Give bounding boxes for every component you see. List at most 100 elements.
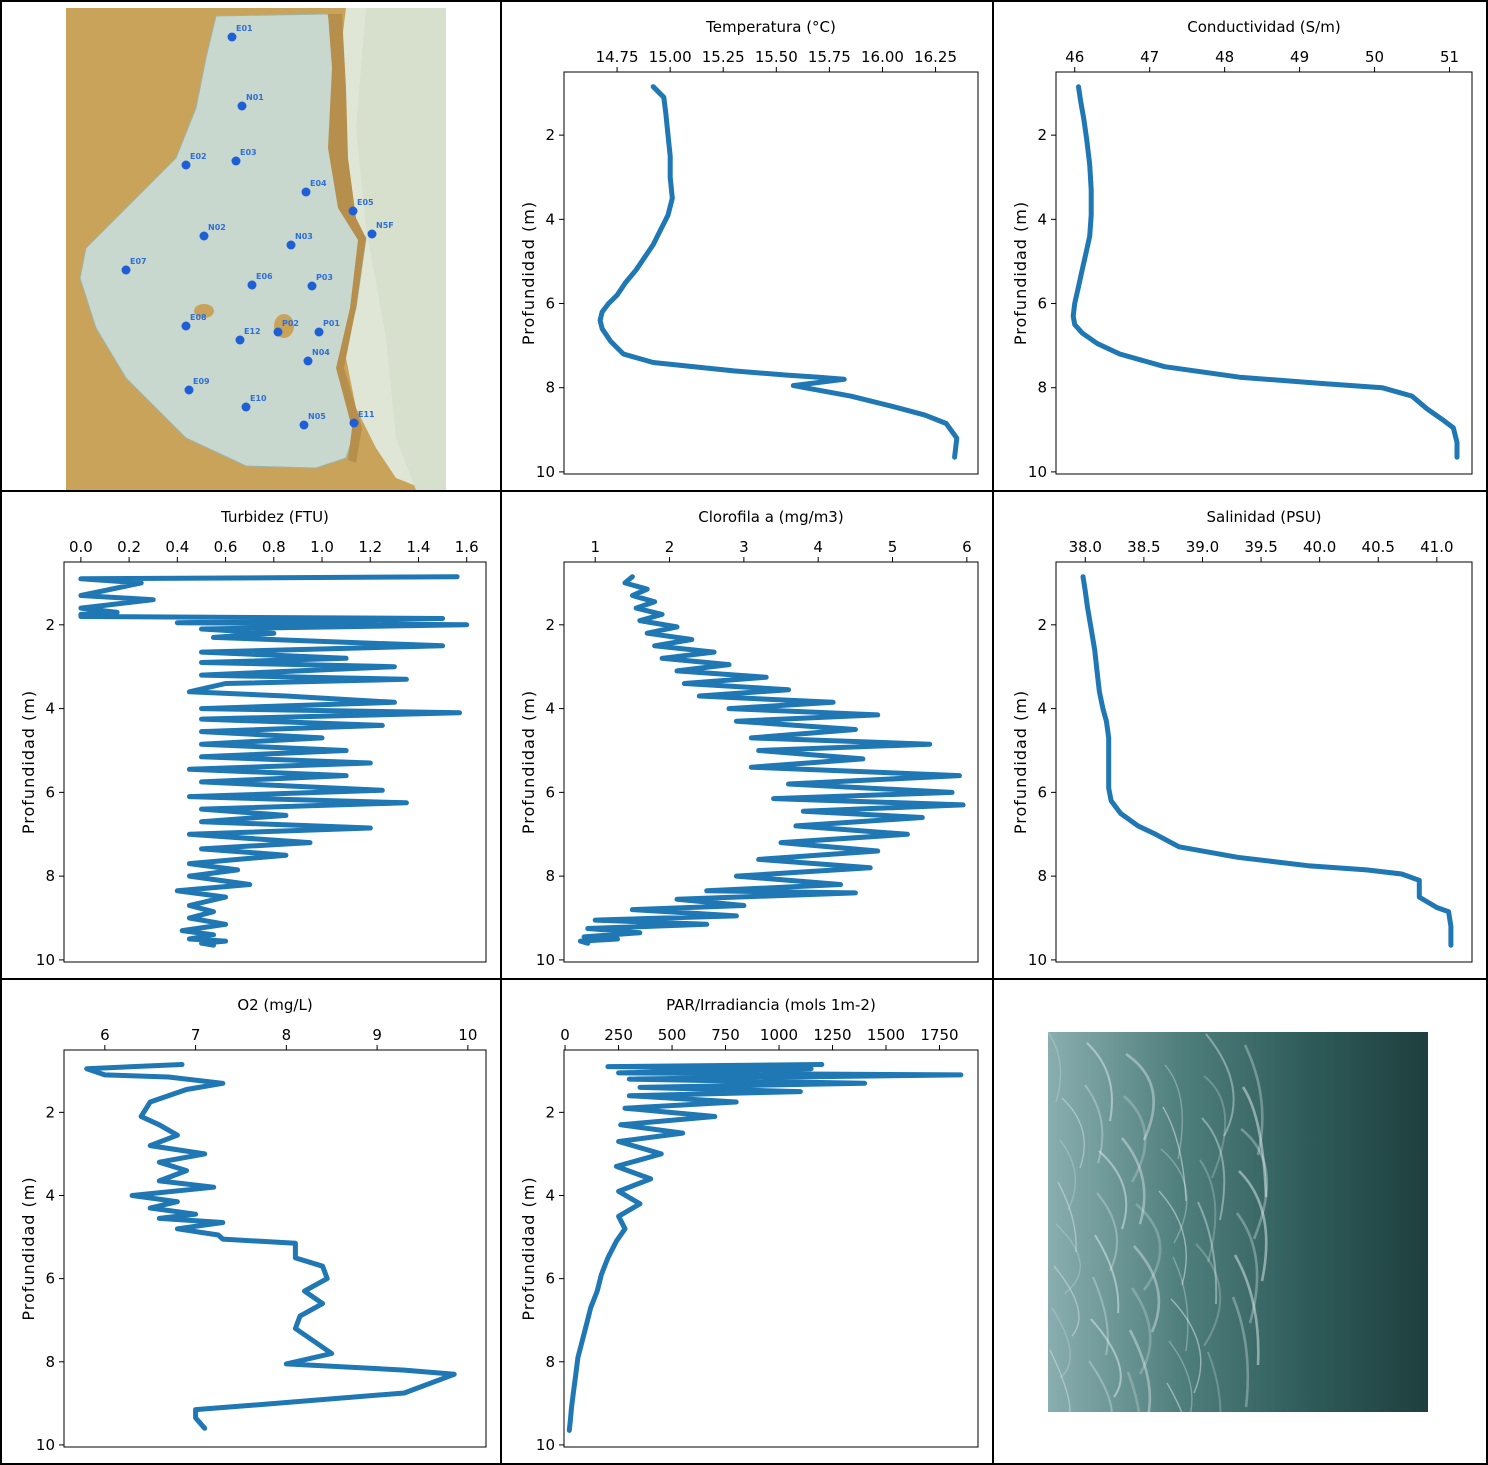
- map-island-1: [194, 304, 214, 318]
- x-tick-label: 0.8: [262, 538, 286, 556]
- ripple-stroke: [1048, 1032, 1062, 1103]
- x-tick-label: 10: [458, 1026, 477, 1044]
- x-tick-label: 14.75: [596, 48, 639, 66]
- y-tick-label: 6: [545, 295, 555, 313]
- y-tick-label: 8: [45, 1353, 55, 1371]
- cell-chart-2: Turbidez (FTU) 0.0 0.2 0.4 0.6 0.8 1.0 1.2 1.4 1.…: [0, 490, 502, 980]
- ripple-stroke: [1166, 1382, 1183, 1412]
- ripple-stroke: [1133, 1245, 1161, 1333]
- x-tick-label: 500: [658, 1026, 687, 1044]
- y-tick-label: 6: [45, 1270, 55, 1288]
- station-marker-e10: [241, 402, 251, 412]
- y-tick-label: 8: [545, 379, 555, 397]
- y-tick-label: 4: [45, 1186, 55, 1204]
- station-label-e08: E08: [190, 313, 207, 322]
- station-label-e11: E11: [358, 410, 375, 419]
- station-marker-e05: [348, 206, 358, 216]
- plot-frame: [563, 561, 979, 963]
- station-marker-n03: [286, 240, 296, 250]
- station-label-n01: N01: [246, 93, 264, 102]
- ripple-stroke: [1243, 1044, 1264, 1156]
- x-tick-label: 50: [1365, 48, 1384, 66]
- y-axis-label: Profundidad (m): [1011, 690, 1030, 834]
- x-tick-label: 1500: [867, 1026, 905, 1044]
- y-axis-label: Profundidad (m): [19, 690, 38, 834]
- station-label-e04: E04: [310, 179, 327, 188]
- y-tick-label: 8: [1037, 379, 1047, 397]
- ripple-stroke: [1238, 1170, 1268, 1282]
- series-line: [84, 1062, 457, 1431]
- station-label-e06: E06: [256, 272, 273, 281]
- water-ripples: [1048, 1032, 1269, 1412]
- ripple-stroke: [1053, 1265, 1080, 1337]
- y-tick-label: 4: [45, 700, 55, 718]
- y-tick-label: 6: [1037, 295, 1047, 313]
- y-tick-label: 4: [1037, 700, 1047, 718]
- ripple-stroke: [1088, 1360, 1113, 1412]
- x-tick-label: 1250: [813, 1026, 851, 1044]
- ripple-stroke: [1195, 1243, 1222, 1347]
- y-tick-label: 6: [545, 783, 555, 801]
- x-tick-label: 6: [100, 1026, 110, 1044]
- station-label-e09: E09: [193, 377, 210, 386]
- station-marker-e03: [231, 156, 241, 166]
- ripple-stroke: [1168, 1340, 1193, 1412]
- cell-chart-4: Salinidad (PSU) 38.0 38.5 39.0 39.5 40.0 40.5 4…: [992, 490, 1488, 980]
- x-tick-label: 16.00: [861, 48, 904, 66]
- ripple-stroke: [1241, 1086, 1268, 1198]
- x-tick-label: 38.0: [1069, 538, 1102, 556]
- station-marker-e01: [227, 32, 237, 42]
- y-tick-label: 10: [36, 951, 55, 969]
- water-photo-svg: [1048, 1032, 1428, 1412]
- ripple-stroke: [1160, 1148, 1188, 1244]
- y-tick-label: 6: [1037, 783, 1047, 801]
- x-tick-label: 250: [604, 1026, 633, 1044]
- x-tick-label: 8: [282, 1026, 292, 1044]
- y-tick-label: 8: [45, 867, 55, 885]
- station-label-e01: E01: [236, 24, 253, 33]
- station-label-e03: E03: [240, 148, 257, 157]
- chart-salinidad: Salinidad (PSU) 38.0 38.5 39.0 39.5 40.0 40.5 4…: [1011, 508, 1473, 969]
- station-marker-n05: [299, 420, 309, 430]
- x-tick-label: 41.0: [1420, 538, 1453, 556]
- x-tick-label: 9: [372, 1026, 382, 1044]
- ripple-stroke: [1235, 1212, 1259, 1324]
- ripple-stroke: [1092, 1276, 1109, 1356]
- x-tick-label: 2: [665, 538, 675, 556]
- ripple-stroke: [1121, 1137, 1146, 1225]
- y-tick-label: 10: [536, 1436, 555, 1454]
- ripple-stroke: [1057, 1181, 1077, 1253]
- plot-frame: [63, 561, 487, 963]
- x-tick-label: 1.4: [407, 538, 431, 556]
- station-label-e07: E07: [130, 257, 147, 266]
- ripple-stroke: [1125, 1052, 1155, 1141]
- x-tick-label: 0.4: [165, 538, 189, 556]
- series-line: [577, 574, 966, 946]
- plot-frame: [1055, 561, 1473, 963]
- x-tick-label: 51: [1440, 48, 1459, 66]
- ripple-stroke: [1086, 1042, 1113, 1122]
- x-tick-label: 0: [560, 1026, 570, 1044]
- ripple-stroke: [1096, 1192, 1119, 1272]
- y-tick-label: 4: [545, 1186, 555, 1204]
- station-label-n03: N03: [295, 232, 313, 241]
- x-tick-label: 47: [1140, 48, 1159, 66]
- y-tick-label: 2: [545, 126, 555, 144]
- y-tick-label: 2: [45, 1103, 55, 1121]
- station-label-e05: E05: [357, 198, 374, 207]
- chart-title: O2 (mg/L): [237, 996, 312, 1014]
- ripple-stroke: [1240, 1127, 1269, 1240]
- ripple-stroke: [1055, 1223, 1081, 1295]
- x-tick-label: 0.0: [69, 538, 93, 556]
- station-label-p01: P01: [323, 319, 340, 328]
- x-tick-label: 3: [739, 538, 749, 556]
- station-markers: E01 N01 E02 E03 E04 E05 N5F N02 N03 E07 E06 P03 E08 E…: [121, 24, 394, 430]
- chart-clorofila: Clorofila a (mg/m3) 1 2 3 4 5 6 2 4 6 8 10 Profundid…: [519, 508, 979, 969]
- ripple-stroke: [1162, 1106, 1187, 1202]
- chart-temperatura: Temperatura (°C) 14.75 15.00 15.25 15.50 15.7…: [519, 18, 979, 481]
- ripple-stroke: [1164, 1064, 1183, 1160]
- station-label-n5f: N5F: [376, 221, 394, 230]
- ripple-stroke: [1123, 1095, 1147, 1183]
- station-marker-p03: [307, 281, 317, 291]
- x-tick-label: 46: [1065, 48, 1084, 66]
